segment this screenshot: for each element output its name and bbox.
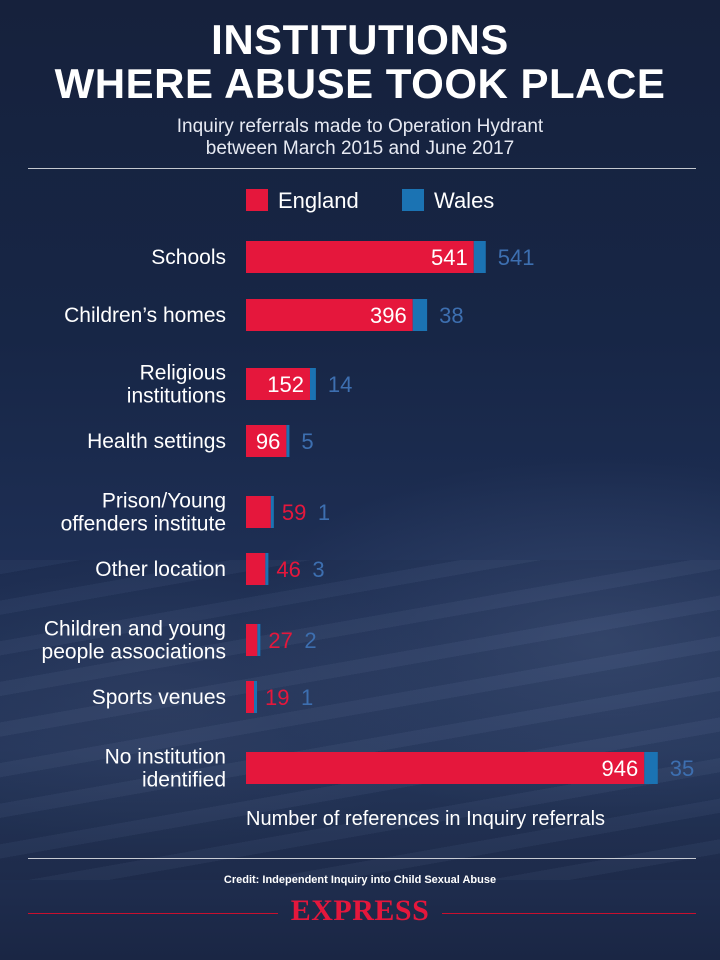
value-label-wales: 541 [498, 245, 535, 270]
legend-label-england: England [278, 188, 359, 213]
bar-wales [412, 299, 428, 331]
category-label: Sports venues [92, 686, 226, 709]
legend-swatch-wales [402, 189, 424, 211]
bar-england [246, 553, 266, 585]
bar-wales [270, 496, 274, 528]
category-label: Other location [95, 558, 226, 581]
subtitle-line-1: Inquiry referrals made to Operation Hydr… [176, 116, 544, 137]
category-label: Schools [151, 246, 226, 269]
value-label-wales: 14 [328, 372, 352, 397]
express-logo: EXPRESS [290, 894, 430, 927]
value-label-wales: 38 [439, 303, 463, 328]
bar-england [246, 624, 258, 656]
chart-title: INSTITUTIONS WHERE ABUSE TOOK PLACE [0, 18, 720, 106]
legend: England Wales [0, 186, 720, 216]
bar-wales [644, 752, 658, 784]
bar-wales [254, 681, 257, 713]
value-label-england: 46 [276, 557, 300, 582]
bar-england [246, 681, 254, 713]
value-label-england: 396 [370, 303, 407, 328]
top-divider [28, 168, 696, 169]
value-label-wales: 1 [318, 500, 330, 525]
value-label-england: 946 [602, 756, 639, 781]
value-label-england: 152 [267, 372, 304, 397]
bar-england [246, 496, 271, 528]
value-label-wales: 35 [670, 756, 694, 781]
category-label: No institution identified [105, 746, 226, 792]
bar-england [246, 752, 645, 784]
category-label: Religious institutions [127, 362, 226, 408]
legend-label-wales: Wales [434, 188, 495, 213]
value-label-england: 96 [256, 429, 280, 454]
x-axis-label: Number of references in Inquiry referral… [246, 808, 606, 830]
value-label-wales: 2 [304, 628, 316, 653]
value-label-wales: 3 [312, 557, 324, 582]
title-line-1: INSTITUTIONS [211, 16, 509, 63]
bar-england [246, 241, 474, 273]
bar-wales [286, 425, 290, 457]
category-label: Children and young people associations [42, 618, 226, 664]
background-classroom-desks [0, 560, 720, 880]
value-label-england: 541 [431, 245, 468, 270]
bottom-divider [28, 858, 696, 859]
chart-subtitle: Inquiry referrals made to Operation Hydr… [0, 116, 720, 160]
bar-wales [473, 241, 486, 273]
category-label: Health settings [87, 430, 226, 453]
category-label: Children’s homes [64, 304, 226, 327]
bar-wales [309, 368, 316, 400]
legend-swatch-england [246, 189, 268, 211]
subtitle-line-2: between March 2015 and June 2017 [205, 138, 515, 159]
title-line-2: WHERE ABUSE TOOK PLACE [54, 60, 666, 107]
bar-england [246, 425, 287, 457]
value-label-england: 27 [268, 628, 292, 653]
value-label-england: 59 [282, 500, 306, 525]
value-label-wales: 5 [301, 429, 313, 454]
bar-england [246, 368, 310, 400]
category-label: Prison/Young offenders institute [61, 490, 226, 536]
brand-rule-right [442, 913, 696, 914]
bar-england [246, 299, 413, 331]
credit-line: Credit: Independent Inquiry into Child S… [223, 874, 497, 886]
bar-wales [257, 624, 261, 656]
brand-rule-left [28, 913, 278, 914]
bar-wales [265, 553, 269, 585]
value-label-england: 19 [265, 685, 289, 710]
value-label-wales: 1 [301, 685, 313, 710]
